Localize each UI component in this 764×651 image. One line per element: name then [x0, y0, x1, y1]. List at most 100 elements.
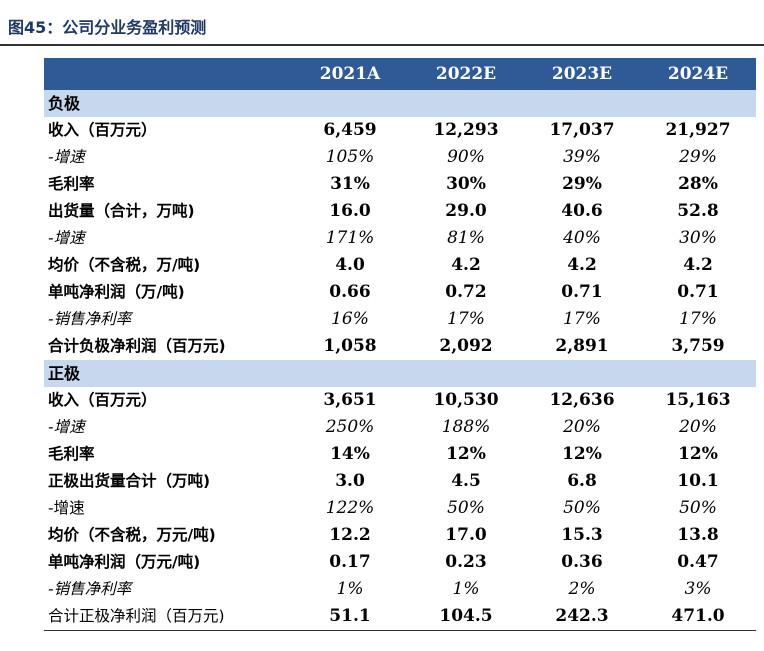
row-label: -销售净利率	[48, 310, 132, 328]
value-cell: 29.0	[445, 201, 487, 221]
row-label: 收入（百万元）	[48, 121, 157, 139]
value-cell: 81%	[447, 228, 485, 248]
value-cell: 471.0	[640, 603, 756, 631]
value-cell: 0.23	[445, 552, 487, 572]
row-label: -增速	[48, 499, 85, 517]
value-cell: 17,037	[549, 120, 615, 140]
value-cell: 51.1	[292, 603, 408, 631]
row-label: -销售净利率	[48, 580, 132, 598]
table-body: 负极 收入（百万元） 6,459 12,293 17,037 21,927 -增速 105% 9…	[44, 90, 756, 631]
table-row: -销售净利率 16% 17% 17% 17%	[44, 306, 756, 333]
row-label: -增速	[48, 418, 85, 436]
row-label: -增速	[48, 229, 85, 247]
value-cell: 16%	[331, 309, 369, 329]
table-row: 单吨净利润（万/吨) 0.66 0.72 0.71 0.71	[44, 279, 756, 306]
value-cell: 3,651	[323, 390, 377, 410]
value-cell: 40.6	[561, 201, 603, 221]
forecast-table: 2021A 2022E 2023E 2024E 负极 收入（百万元） 6,459 12…	[44, 58, 756, 631]
value-cell: 0.17	[329, 552, 371, 572]
column-header: 2021A	[292, 58, 408, 90]
column-header: 2023E	[524, 58, 640, 90]
table-row: -增速 171% 81% 40% 30%	[44, 225, 756, 252]
value-cell: 3,759	[671, 336, 725, 356]
value-cell: 0.72	[445, 282, 487, 302]
table-row: 单吨净利润（万元/吨) 0.17 0.23 0.36 0.47	[44, 549, 756, 576]
value-cell: 2%	[568, 579, 596, 599]
table-row: 毛利率 14% 12% 12% 12%	[44, 441, 756, 468]
value-cell: 14%	[330, 444, 370, 464]
row-label: 收入（百万元）	[48, 391, 157, 409]
table-row: -增速 105% 90% 39% 29%	[44, 144, 756, 171]
section-title: 负极	[44, 90, 756, 117]
value-cell: 105%	[325, 147, 375, 167]
value-cell: 15,163	[665, 390, 731, 410]
title-divider	[0, 44, 764, 46]
table-row: -增速 250% 188% 20% 20%	[44, 414, 756, 441]
value-cell: 29%	[679, 147, 717, 167]
row-label: 正极出货量合计（万吨)	[48, 472, 211, 490]
value-cell: 17%	[563, 309, 601, 329]
value-cell: 0.66	[329, 282, 371, 302]
column-header: 2022E	[408, 58, 524, 90]
row-label: 合计正极净利润（百万元)	[44, 603, 292, 631]
value-cell: 50%	[679, 498, 717, 518]
value-cell: 250%	[325, 417, 375, 437]
figure-title: 图45：公司分业务盈利预测	[8, 18, 207, 37]
table-row: 均价（不含税，万元/吨) 12.2 17.0 15.3 13.8	[44, 522, 756, 549]
table-row: 毛利率 31% 30% 29% 28%	[44, 171, 756, 198]
value-cell: 16.0	[329, 201, 371, 221]
section-header-row: 正极	[44, 360, 756, 387]
value-cell: 1,058	[323, 336, 377, 356]
section-title: 正极	[44, 360, 756, 387]
value-cell: 0.36	[561, 552, 603, 572]
value-cell: 2,891	[555, 336, 609, 356]
value-cell: 50%	[447, 498, 485, 518]
table-row: 均价（不含税，万/吨) 4.0 4.2 4.2 4.2	[44, 252, 756, 279]
value-cell: 188%	[441, 417, 491, 437]
value-cell: 0.47	[677, 552, 719, 572]
value-cell: 90%	[447, 147, 485, 167]
row-label: 均价（不含税，万/吨)	[48, 256, 201, 274]
value-cell: 10.1	[677, 471, 719, 491]
value-cell: 122%	[325, 498, 375, 518]
value-cell: 4.2	[567, 255, 597, 275]
value-cell: 30%	[679, 228, 717, 248]
value-cell: 21,927	[665, 120, 731, 140]
row-label: 单吨净利润（万/吨)	[48, 283, 185, 301]
value-cell: 4.2	[683, 255, 713, 275]
row-label: 合计负极净利润（百万元)	[48, 337, 226, 355]
value-cell: 28%	[678, 174, 718, 194]
value-cell: 20%	[679, 417, 717, 437]
value-cell: 31%	[330, 174, 370, 194]
value-cell: 1%	[336, 579, 364, 599]
table-row: -销售净利率 1% 1% 2% 3%	[44, 576, 756, 603]
table-row: -增速 122% 50% 50% 50%	[44, 495, 756, 522]
value-cell: 4.5	[451, 471, 481, 491]
value-cell: 13.8	[677, 525, 719, 545]
value-cell: 20%	[563, 417, 601, 437]
table-row: 合计负极净利润（百万元) 1,058 2,092 2,891 3,759	[44, 333, 756, 360]
value-cell: 4.0	[335, 255, 365, 275]
value-cell: 12.2	[329, 525, 371, 545]
value-cell: 3%	[684, 579, 712, 599]
table-row: 收入（百万元） 6,459 12,293 17,037 21,927	[44, 117, 756, 144]
table-row: 正极出货量合计（万吨) 3.0 4.5 6.8 10.1	[44, 468, 756, 495]
value-cell: 171%	[325, 228, 375, 248]
value-cell: 30%	[446, 174, 486, 194]
value-cell: 1%	[452, 579, 480, 599]
header-blank-cell	[44, 58, 292, 90]
table-row: 合计正极净利润（百万元) 51.1 104.5 242.3 471.0	[44, 603, 756, 631]
value-cell: 4.2	[451, 255, 481, 275]
row-label: 单吨净利润（万元/吨)	[48, 553, 201, 571]
value-cell: 12,636	[549, 390, 615, 410]
value-cell: 2,092	[439, 336, 493, 356]
value-cell: 242.3	[524, 603, 640, 631]
value-cell: 15.3	[561, 525, 603, 545]
column-header: 2024E	[640, 58, 756, 90]
value-cell: 10,530	[433, 390, 499, 410]
section-header-row: 负极	[44, 90, 756, 117]
table-row: 收入（百万元） 3,651 10,530 12,636 15,163	[44, 387, 756, 414]
value-cell: 17.0	[445, 525, 487, 545]
value-cell: 12,293	[433, 120, 499, 140]
value-cell: 3.0	[335, 471, 365, 491]
